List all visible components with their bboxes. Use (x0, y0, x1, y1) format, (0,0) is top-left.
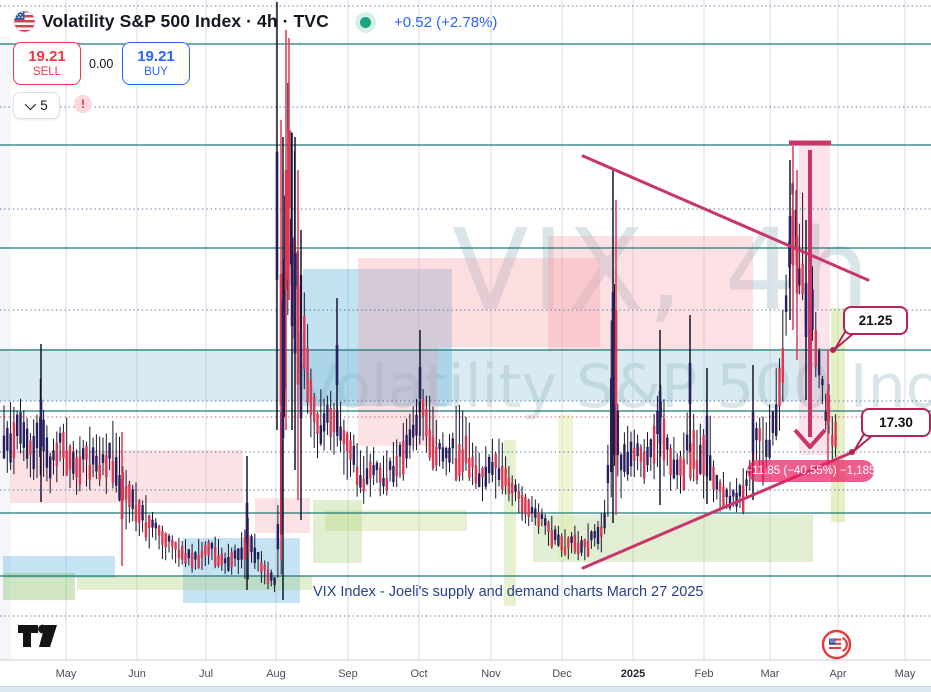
chart-annotation[interactable]: VIX Index - Joeli's supply and demand ch… (313, 584, 704, 600)
tradingview-logo[interactable] (17, 622, 59, 649)
pink-zone-2 (548, 236, 753, 350)
green-strip-vert (504, 440, 516, 606)
buy-price: 19.21 (137, 48, 175, 66)
warning-icon[interactable]: ! (74, 95, 92, 113)
measure-arrow-head[interactable] (793, 428, 827, 449)
time-axis-label: Jul (198, 668, 214, 680)
price-callout-upper[interactable]: 21.25 (843, 306, 908, 335)
sell-button[interactable]: 19.21 SELL (13, 42, 81, 85)
time-axis-label: Feb (694, 668, 714, 680)
time-axis-label: May (55, 668, 77, 680)
pink-zone-1-tail (358, 347, 438, 446)
green-band-2 (325, 510, 467, 531)
chart-left-margin (0, 36, 11, 660)
market-open-icon[interactable] (355, 12, 376, 33)
pink-zone-1 (358, 258, 600, 347)
interval-value: 5 (40, 98, 48, 113)
time-axis-label: 2025 (620, 668, 646, 680)
buy-button[interactable]: 19.21 BUY (122, 42, 190, 85)
bottom-toolbar-edge (0, 686, 931, 692)
green-zone-big-right (533, 515, 813, 562)
price-callout-lower[interactable]: 17.30 (861, 408, 931, 437)
candlesticks (2, 2, 837, 600)
downtrend-line[interactable] (581, 154, 870, 282)
green-strip-1 (313, 500, 362, 563)
spread-value: 0.00 (86, 56, 117, 72)
symbol-title[interactable]: Volatility S&P 500 Index · 4h · TVC (42, 11, 329, 31)
callout-anchor-dot (830, 347, 836, 353)
time-axis-label: May (894, 668, 916, 680)
blue-zone-oct (303, 269, 452, 406)
sell-label: SELL (32, 65, 62, 78)
callout-anchor-dot (849, 449, 855, 455)
time-axis-label: Oct (410, 668, 428, 680)
green-strip-vert-2 (558, 415, 573, 560)
interval-dropdown[interactable]: 5 (13, 92, 60, 119)
blue-zone-low-left (3, 556, 115, 578)
green-zone-low-left (3, 573, 75, 600)
measure-pink-column (799, 146, 830, 455)
sell-price: 19.21 (28, 48, 66, 66)
measure-label[interactable]: −11.85 (−40.55%) −1,185 (746, 460, 875, 482)
buy-label: BUY (144, 65, 168, 78)
time-axis-label: Sep (338, 668, 358, 680)
time-axis-label: Jun (128, 668, 146, 680)
time-axis-label: Dec (552, 668, 572, 680)
time-axis-label: Mar (760, 668, 780, 680)
price-change: +0.52 (+2.78%) (394, 14, 498, 31)
time-axis-label: Aug (266, 668, 286, 680)
economic-event-flag-icon[interactable] (821, 629, 852, 660)
us-flag-icon (13, 10, 36, 33)
chevron-down-icon (24, 98, 37, 110)
time-axis-label: Apr (829, 668, 847, 680)
green-band-mid (77, 576, 312, 590)
time-axis-label: Nov (481, 668, 501, 680)
